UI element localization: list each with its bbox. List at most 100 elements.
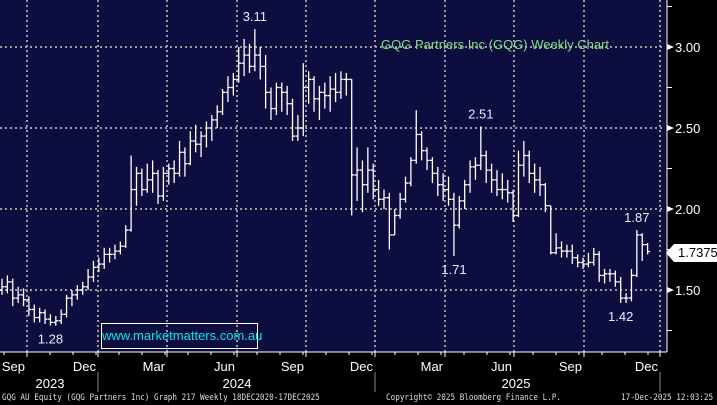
ohlc-bar [85, 268, 91, 290]
ohlc-bar [478, 126, 484, 171]
ohlc-bar [645, 243, 651, 255]
price-annotation: 3.11 [243, 9, 267, 24]
ohlc-bar [435, 166, 441, 197]
ohlc-bar [209, 115, 215, 141]
x-month-label: Sep [281, 359, 304, 374]
ohlc-bar [591, 247, 597, 266]
footer-bar: GQG AU Equity (GQG Partners Inc) Graph 2… [0, 392, 717, 405]
ohlc-bar [37, 307, 43, 323]
ohlc-bar [10, 278, 16, 307]
ohlc-bar [440, 173, 446, 201]
ohlc-bar [483, 150, 489, 184]
x-month-label: Sep [2, 359, 25, 374]
ohlc-bar [397, 192, 403, 219]
footer-copyright: Copyright© 2025 Bloomberg Finance L.P. [386, 393, 562, 403]
ohlc-bar [47, 314, 53, 326]
ohlc-bar [569, 244, 575, 265]
ohlc-bar [279, 82, 285, 112]
ohlc-bar [526, 150, 532, 184]
ohlc-bar [144, 163, 150, 193]
ohlc-bar [101, 247, 107, 269]
ohlc-bar [462, 179, 468, 209]
ohlc-bar [585, 252, 591, 268]
watermark-url: www.marketmatters.com.au [101, 323, 262, 349]
ohlc-bar [548, 205, 554, 255]
ohlc-bar [607, 268, 613, 282]
ohlc-bar [343, 72, 349, 96]
ohlc-bar [392, 209, 398, 236]
ohlc-bar [370, 163, 376, 200]
ohlc-bar [241, 38, 247, 77]
ohlc-bar [166, 163, 172, 185]
ohlc-bar [139, 168, 145, 197]
ohlc-bar [451, 192, 457, 256]
ohlc-bar [58, 309, 64, 325]
ohlc-bar [333, 72, 339, 103]
price-annotation: 1.28 [38, 332, 63, 347]
ohlc-bar [300, 63, 306, 137]
ohlc-bar [575, 254, 581, 268]
ohlc-bar [198, 131, 204, 158]
ohlc-bar [160, 166, 166, 201]
ohlc-bar [580, 257, 586, 269]
ohlc-bar [354, 147, 360, 201]
ohlc-bar [4, 275, 10, 294]
x-year-label: 2025 [502, 376, 531, 391]
ohlc-bar [31, 304, 37, 323]
ohlc-bar [230, 72, 236, 96]
ohlc-bar [171, 160, 177, 184]
ohlc-bar [21, 288, 27, 307]
ohlc-bar [602, 268, 608, 284]
x-month-label: Dec [350, 359, 374, 374]
y-tick-marker [667, 125, 674, 131]
chart-title: GQG Partners Inc (GQG) Weekly Chart [381, 37, 609, 52]
ohlc-bar [349, 78, 355, 216]
x-month-label: Dec [635, 359, 659, 374]
ohlc-bar [429, 157, 435, 184]
ohlc-bar [15, 286, 21, 303]
ohlc-bar [494, 170, 500, 197]
last-price-label: 1.7375 [666, 244, 717, 262]
y-tick-label: 3.00 [675, 40, 700, 55]
ohlc-bar [386, 192, 392, 250]
ohlc-bar [64, 294, 70, 318]
ohlc-bar [338, 71, 344, 99]
ohlc-bar [381, 189, 387, 209]
ohlc-bar [311, 76, 317, 112]
ohlc-bar [505, 179, 511, 203]
ohlc-bar [489, 163, 495, 193]
ohlc-bar [214, 105, 220, 128]
x-month-label: Jun [214, 359, 235, 374]
ohlc-bar [236, 47, 242, 83]
ohlc-bar [596, 251, 602, 282]
ohlc-bar [0, 278, 5, 295]
ohlc-bar [246, 43, 252, 73]
ohlc-bar [359, 160, 365, 213]
ohlc-bar [446, 176, 452, 206]
ohlc-bar [225, 76, 231, 103]
ohlc-bar [155, 170, 161, 205]
plot-area [0, 0, 667, 352]
ohlc-bar [187, 131, 193, 166]
ohlc-bar [618, 277, 624, 303]
ohlc-bar [408, 157, 414, 187]
ohlc-bar [612, 270, 618, 287]
x-month-label: Mar [143, 359, 166, 374]
ohlc-bar [424, 147, 430, 171]
ohlc-bar [268, 87, 274, 120]
ohlc-bar [322, 82, 328, 109]
ohlc-bar [273, 82, 279, 116]
ohlc-bar [623, 293, 629, 303]
x-year-label: 2024 [223, 376, 252, 391]
ohlc-bar [182, 147, 188, 177]
ohlc-bar [96, 257, 102, 273]
price-annotation: 1.71 [441, 262, 466, 277]
ohlc-bar [537, 166, 543, 197]
ohlc-bar [295, 115, 301, 141]
x-month-label: Mar [421, 359, 444, 374]
ohlc-bar [53, 315, 59, 326]
ohlc-bar [112, 244, 118, 260]
ohlc-bar [252, 29, 258, 72]
ohlc-bar [499, 173, 505, 200]
